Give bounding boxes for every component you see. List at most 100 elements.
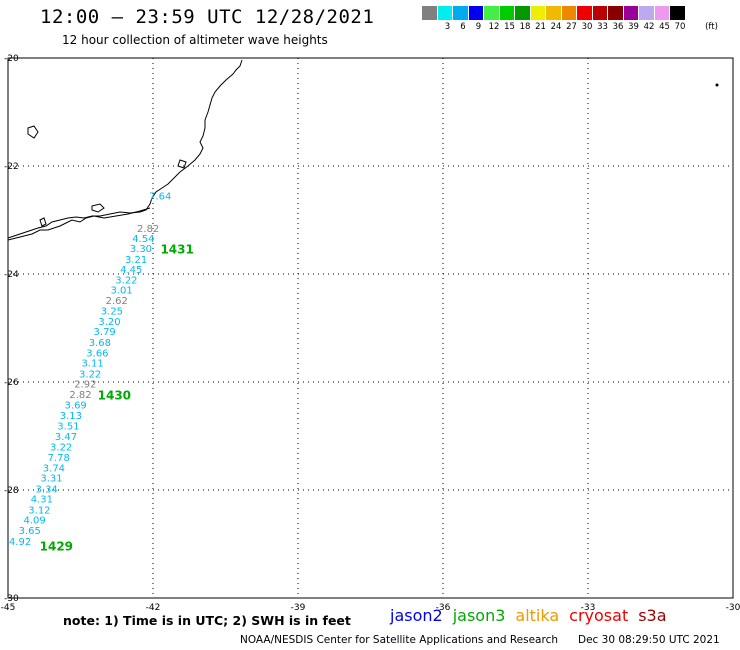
coastline-inlet [177, 159, 187, 169]
lat-tick-label: -28 [4, 486, 19, 496]
coastline-islet [27, 125, 39, 139]
color-scale-swatch [484, 6, 500, 20]
color-scale-label: 21 [535, 22, 546, 32]
coastline-islet-2 [39, 217, 47, 227]
color-scale-unit: (ft) [705, 22, 718, 32]
lat-tick-label: -26 [4, 378, 19, 388]
wave-height-label: 2.82 [69, 390, 91, 401]
wave-height-label: 3.22 [115, 275, 137, 286]
color-scale-label: 42 [643, 22, 655, 32]
wave-height-label: 3.31 [40, 474, 62, 485]
color-scale-swatch [608, 6, 624, 20]
lon-tick-label: -30 [726, 603, 740, 613]
page-subtitle: 12 hour collection of altimeter wave hei… [62, 33, 328, 47]
wave-height-label: 3.68 [89, 338, 111, 349]
color-scale-swatch [515, 6, 531, 20]
color-scale-label: 70 [674, 22, 686, 32]
pass-time-label: 1430 [98, 389, 131, 403]
page-title: 12:00 – 23:59 UTC 12/28/2021 [40, 6, 375, 28]
footer-credit: NOAA/NESDIS Center for Satellite Applica… [240, 634, 558, 646]
color-scale-swatch [639, 6, 655, 20]
pass-time-label: 1431 [160, 243, 193, 257]
wave-height-label: 3.66 [86, 348, 108, 359]
wave-height-label: 3.01 [110, 286, 132, 297]
wave-height-label: 4.92 [9, 537, 31, 548]
color-scale-swatch [561, 6, 577, 20]
color-scale-swatch [499, 6, 515, 20]
color-scale-label: 6 [460, 22, 466, 32]
wave-height-label: 3.20 [98, 317, 120, 328]
map-grid [7, 57, 734, 599]
color-scale-swatch [592, 6, 608, 20]
color-scale-label: 15 [504, 22, 515, 32]
color-scale-label: 12 [488, 22, 500, 32]
color-scale-swatch [453, 6, 469, 20]
color-scale-swatch [654, 6, 670, 20]
color-scale-labels: 3 6 9 12 15 18 21 24 27 30 33 36 39 42 45 70 (ft) [422, 20, 740, 32]
wave-height-label: 3.69 [65, 401, 87, 412]
coastline [7, 59, 243, 241]
satellite-cryosat: cryosat [569, 606, 629, 625]
lon-tick-label: -39 [291, 603, 306, 613]
satellite-jason3: jason3 [452, 606, 506, 625]
coastline-mainland [7, 59, 243, 239]
map-axes: -45 -42 -39 -36 -33 -30 -20 -22 -24 -26 -28 -30 [1, 54, 740, 613]
wave-height-label: 7.78 [48, 453, 70, 464]
satellite-altika: altika [515, 606, 560, 625]
satellite-legend: jason2 jason3 altika cryosat s3a [390, 606, 667, 625]
color-scale: 3 6 9 12 15 18 21 24 27 30 33 36 39 42 45 70 (ft) [422, 6, 740, 32]
color-scale-label: 33 [597, 22, 608, 32]
coastline-lagoon [91, 203, 105, 213]
color-scale-swatch [577, 6, 593, 20]
color-scale-swatch [437, 6, 453, 20]
wave-height-label: 4.45 [120, 265, 142, 276]
wave-height-label: 3.65 [19, 526, 41, 537]
color-scale-label: 27 [566, 22, 577, 32]
color-scale-label: 9 [475, 22, 482, 32]
color-scale-label: 45 [659, 22, 670, 32]
lon-tick-label: -36 [436, 603, 451, 613]
color-scale-swatch [530, 6, 546, 20]
wave-height-label: 3.22 [50, 442, 72, 453]
map-frame [7, 57, 734, 599]
color-scale-label: 30 [581, 22, 593, 32]
color-scale-label: 39 [628, 22, 639, 32]
wave-height-label: 3.21 [125, 255, 147, 266]
color-scale-label: 18 [519, 22, 531, 32]
altimeter-track: 7.642.824.543.303.214.453.223.012.623.25… [9, 192, 194, 554]
wave-height-label: 4.54 [132, 234, 154, 245]
wave-height-label: 3.13 [60, 411, 82, 422]
wave-height-label: 3.12 [28, 505, 50, 516]
color-scale-label: 3 [444, 22, 451, 32]
wave-height-label: 4.09 [23, 516, 45, 527]
lon-tick-label: -42 [146, 603, 161, 613]
wave-height-label: 3.34 [36, 484, 58, 495]
satellite-s3a: s3a [638, 606, 667, 625]
lat-tick-label: -30 [4, 594, 19, 604]
footer-note: note: 1) Time is in UTC; 2) SWH is in fe… [63, 613, 351, 628]
lat-tick-label: -24 [4, 270, 19, 280]
island-dot [715, 83, 719, 87]
wave-height-label: 3.47 [55, 432, 77, 443]
color-scale-swatch [422, 6, 438, 20]
wave-height-label: 3.74 [43, 463, 65, 474]
lon-tick-label: -33 [581, 603, 596, 613]
lat-tick-label: -20 [4, 54, 19, 64]
lon-tick-label: -45 [1, 603, 16, 613]
wave-height-label: 2.82 [137, 224, 159, 235]
pass-time-label: 1429 [40, 540, 73, 554]
color-scale-swatch [468, 6, 484, 20]
satellite-jason2: jason2 [390, 606, 443, 625]
color-scale-swatch [623, 6, 639, 20]
lat-tick-label: -22 [4, 162, 19, 172]
wave-height-label: 3.25 [101, 307, 123, 318]
wave-height-label: 3.22 [79, 369, 101, 380]
wave-height-label: 4.31 [31, 495, 53, 506]
wave-height-label: 7.64 [149, 192, 171, 203]
color-scale-label: 36 [612, 22, 624, 32]
footer-timestamp: Dec 30 08:29:50 UTC 2021 [578, 634, 720, 646]
wave-height-label: 3.51 [57, 422, 79, 433]
wave-height-label: 2.62 [106, 296, 128, 307]
coastline-bay [7, 207, 151, 241]
